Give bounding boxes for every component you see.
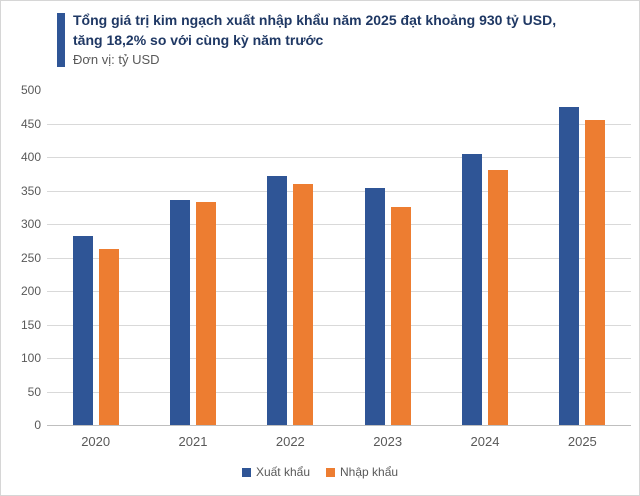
legend-swatch-export	[241, 467, 251, 477]
gridline-250	[47, 257, 631, 259]
bar-import-2021	[196, 201, 216, 425]
legend-item-import: Nhập khẩu	[326, 465, 398, 479]
legend-label-export: Xuất khẩu	[255, 465, 310, 479]
bar-export-2022	[267, 176, 288, 425]
y-axis-label-150: 150	[20, 317, 41, 332]
title-accent-bar	[57, 13, 65, 67]
gridline-300	[47, 224, 631, 225]
x-axis-label-2024: 2024	[470, 434, 500, 449]
bar-import-2023	[390, 206, 411, 425]
gridline-200	[47, 291, 631, 292]
legend: Xuất khẩu Nhập khẩu	[1, 465, 639, 479]
bar-export-2021	[170, 199, 190, 425]
x-axis-label-2021: 2021	[178, 434, 208, 449]
gridline-400	[47, 157, 631, 158]
gridline-450	[47, 123, 631, 125]
y-axis-label-100: 100	[20, 351, 41, 365]
x-axis-label-2022: 2022	[275, 434, 305, 449]
legend-swatch-import	[326, 467, 335, 477]
y-axis-label-300: 300	[20, 217, 41, 231]
y-axis-label-50: 50	[27, 384, 41, 399]
x-axis-label-2020: 2020	[81, 434, 111, 449]
x-axis-label-2023: 2023	[373, 434, 403, 449]
bar-import-2024	[488, 170, 508, 425]
y-axis-label-400: 400	[20, 150, 41, 164]
bar-import-2025	[585, 120, 606, 425]
y-axis-label-500: 500	[20, 83, 41, 97]
y-axis-label-450: 450	[20, 116, 41, 131]
chart-title-line1: Tổng giá trị kim ngạch xuất nhập khẩu nă…	[73, 12, 557, 28]
y-axis-label-0: 0	[34, 418, 41, 432]
chart-title-line2: tăng 18,2% so với cùng kỳ năm trước	[73, 32, 324, 48]
bar-import-2022	[293, 184, 314, 425]
y-axis-label-200: 200	[20, 284, 41, 298]
legend-label-import: Nhập khẩu	[340, 465, 399, 479]
y-axis-label-350: 350	[20, 183, 41, 198]
bar-export-2020	[72, 236, 93, 425]
gridline-100	[47, 358, 631, 359]
unit-label: Đơn vị: tỷ USD	[73, 52, 160, 67]
bar-export-2023	[364, 187, 385, 425]
gridline-350	[47, 190, 631, 192]
gridline-50	[47, 391, 631, 393]
bar-export-2025	[559, 106, 580, 425]
bar-export-2024	[462, 153, 482, 425]
chart-title-block: Tổng giá trị kim ngạch xuất nhập khẩu nă…	[73, 10, 556, 69]
gridline-150	[47, 324, 631, 326]
legend-item-export: Xuất khẩu	[241, 465, 310, 479]
y-axis-label-250: 250	[20, 250, 41, 265]
x-axis-label-2025: 2025	[567, 434, 597, 449]
bar-import-2020	[98, 248, 119, 425]
plot-area	[47, 90, 631, 426]
